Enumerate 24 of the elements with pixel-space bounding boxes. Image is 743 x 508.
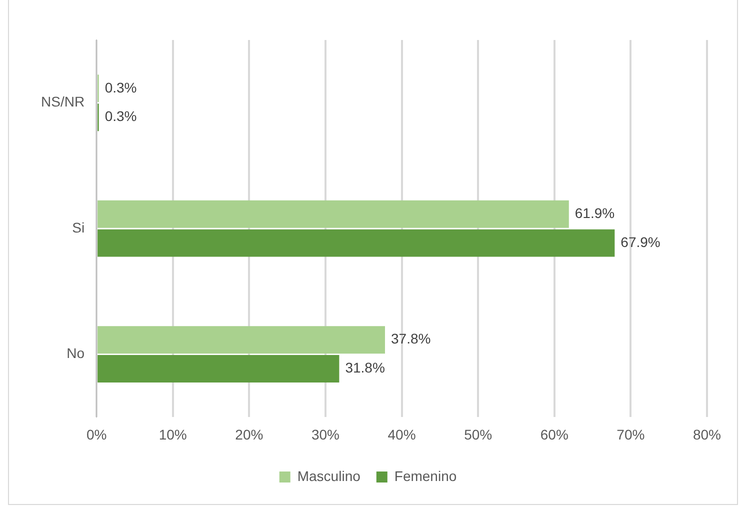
bar: [98, 355, 340, 383]
x-tick-label: 80%: [692, 426, 722, 442]
data-label: 31.8%: [345, 360, 385, 376]
y-tick-label: NS/NR: [40, 94, 85, 110]
x-tick-label: 50%: [464, 426, 492, 442]
data-label: 0.3%: [104, 108, 137, 124]
x-tick-label: 40%: [388, 426, 416, 442]
x-tick-label: 0%: [86, 426, 107, 442]
data-label: 37.8%: [390, 330, 431, 347]
x-tick-label: 60%: [540, 426, 568, 442]
data-label: 61.9%: [574, 205, 615, 221]
bar: [98, 326, 385, 354]
x-tick-label: 10%: [158, 426, 187, 442]
bar: [98, 200, 569, 228]
data-label: 0.3%: [104, 79, 137, 96]
legend-label: Masculino: [297, 468, 361, 484]
x-tick-label: 20%: [235, 426, 264, 442]
x-tick-label: 70%: [616, 426, 645, 442]
y-tick-label: No: [66, 345, 85, 362]
bar: [98, 229, 615, 257]
x-tick-label: 30%: [311, 426, 340, 442]
legend-label: Femenino: [394, 468, 457, 484]
data-label: 67.9%: [620, 234, 660, 250]
y-tick-label: Si: [72, 219, 85, 236]
